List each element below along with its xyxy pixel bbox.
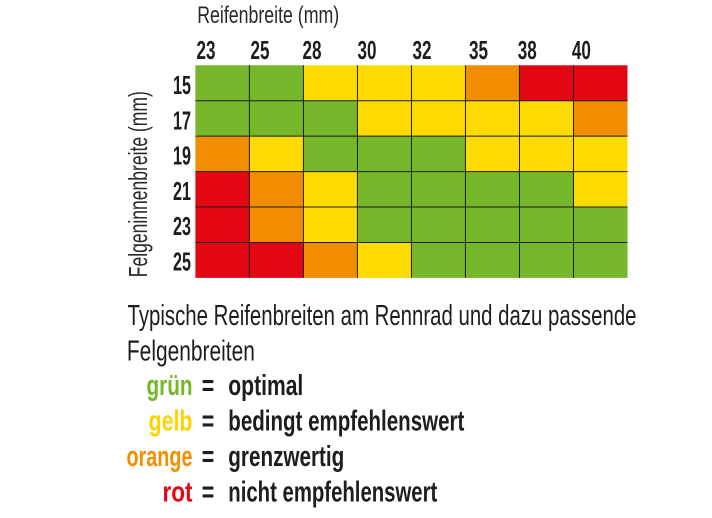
svg-text:38: 38: [518, 35, 537, 65]
svg-text:17: 17: [173, 105, 191, 135]
svg-text:28: 28: [303, 35, 322, 65]
svg-text:Reifenbreite (mm): Reifenbreite (mm): [197, 2, 339, 29]
svg-text:25: 25: [251, 35, 270, 65]
svg-text:Felgenbreiten: Felgenbreiten: [127, 335, 255, 367]
svg-text:15: 15: [173, 70, 191, 100]
svg-text:=: =: [202, 370, 215, 402]
svg-text:23: 23: [197, 35, 216, 65]
svg-text:grün: grün: [147, 370, 193, 402]
svg-text:40: 40: [572, 35, 591, 65]
svg-text:Felgeninnenbreite (mm): Felgeninnenbreite (mm): [123, 91, 153, 277]
svg-text:=: =: [202, 441, 215, 473]
svg-text:32: 32: [413, 35, 432, 65]
svg-text:=: =: [202, 406, 215, 438]
svg-text:rot: rot: [163, 476, 193, 508]
svg-text:gelb: gelb: [149, 406, 193, 438]
svg-text:grenzwertig: grenzwertig: [228, 441, 344, 473]
svg-text:orange: orange: [127, 441, 193, 473]
svg-text:=: =: [202, 476, 215, 508]
svg-text:nicht empfehlenswert: nicht empfehlenswert: [228, 476, 437, 508]
svg-text:bedingt empfehlenswert: bedingt empfehlenswert: [228, 406, 464, 438]
svg-text:19: 19: [173, 141, 191, 171]
svg-text:30: 30: [358, 35, 377, 65]
svg-text:35: 35: [469, 35, 488, 65]
svg-text:21: 21: [173, 176, 191, 206]
svg-text:Typische Reifenbreiten am Renn: Typische Reifenbreiten am Rennrad und da…: [128, 300, 637, 332]
svg-text:optimal: optimal: [228, 370, 303, 402]
svg-text:23: 23: [173, 211, 191, 241]
svg-text:25: 25: [173, 247, 191, 277]
